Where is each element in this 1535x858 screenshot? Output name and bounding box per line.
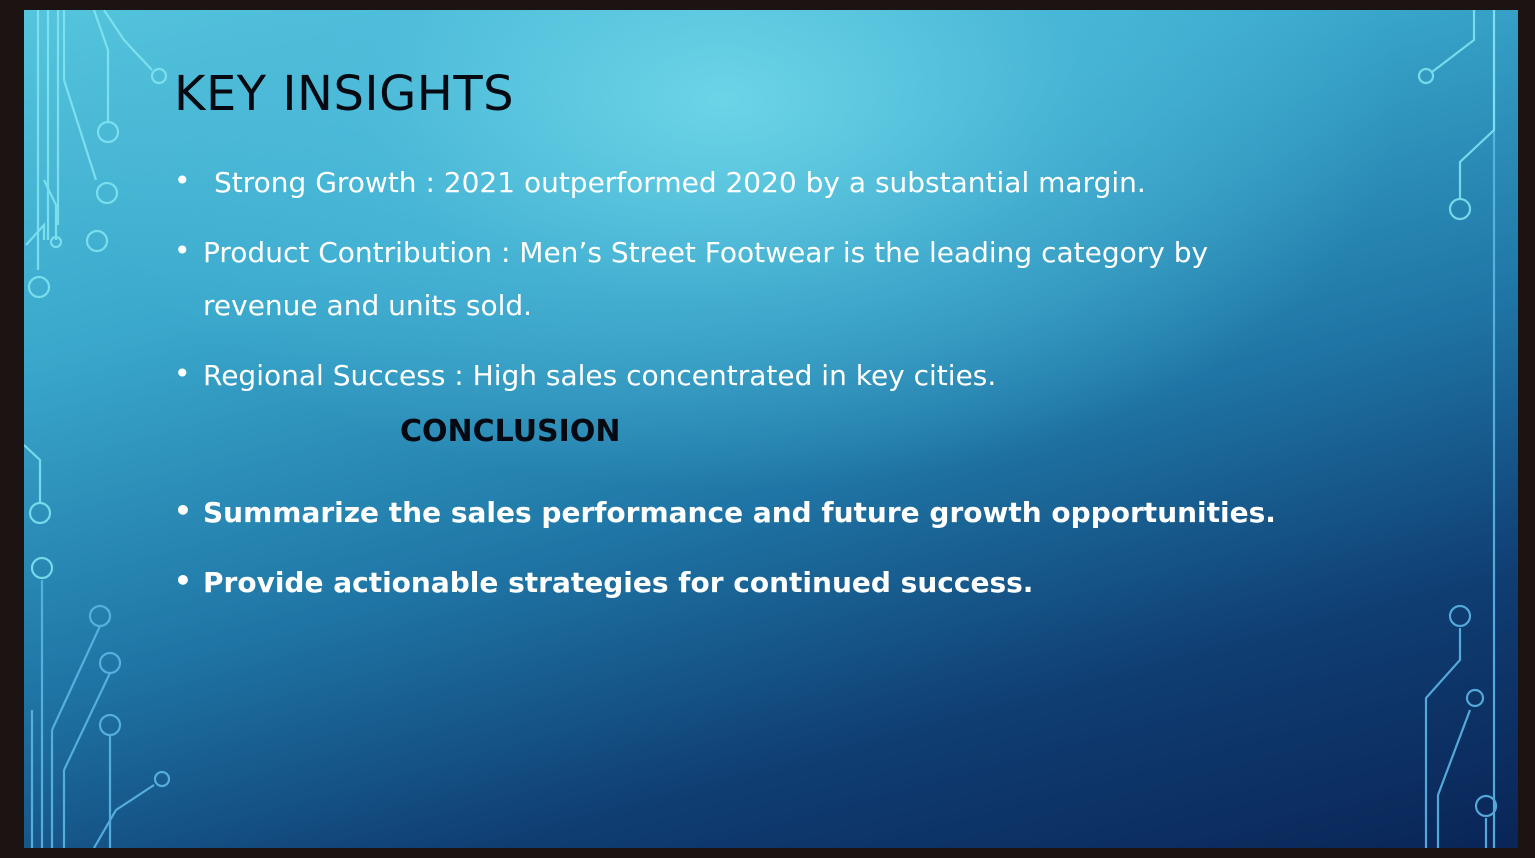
bullet-dot-icon: • <box>174 234 191 267</box>
slide-title: KEY INSIGHTS <box>174 66 515 122</box>
insight-bullet-product: • Product Contribution : Men’s Street Fo… <box>174 226 1294 332</box>
bullet-dot-icon: • <box>174 357 191 390</box>
insight-bullet-regional: • Regional Success : High sales concentr… <box>174 349 1274 402</box>
insight-bullet-growth: • Strong Growth : 2021 outperformed 2020… <box>174 156 1274 209</box>
insight-text-continued: revenue and units sold. <box>203 289 533 322</box>
conclusion-bullet-summary: • Summarize the sales performance and fu… <box>174 486 1324 539</box>
circuit-decoration-icon <box>24 10 1498 848</box>
insight-text: Product Contribution : Men’s Street Foot… <box>203 236 1209 269</box>
bullet-dot-icon: • <box>174 564 192 597</box>
bullet-dot-icon: • <box>174 494 192 527</box>
slide: KEY INSIGHTS • Strong Growth : 2021 outp… <box>24 10 1518 848</box>
conclusion-heading: CONCLUSION <box>400 414 621 449</box>
conclusion-text: Summarize the sales performance and futu… <box>203 496 1276 529</box>
insight-text: Strong Growth : 2021 outperformed 2020 b… <box>214 166 1146 199</box>
bullet-dot-icon: • <box>174 164 191 197</box>
conclusion-text: Provide actionable strategies for contin… <box>203 566 1034 599</box>
insight-text: Regional Success : High sales concentrat… <box>203 359 997 392</box>
conclusion-bullet-strategies: • Provide actionable strategies for cont… <box>174 556 1274 609</box>
